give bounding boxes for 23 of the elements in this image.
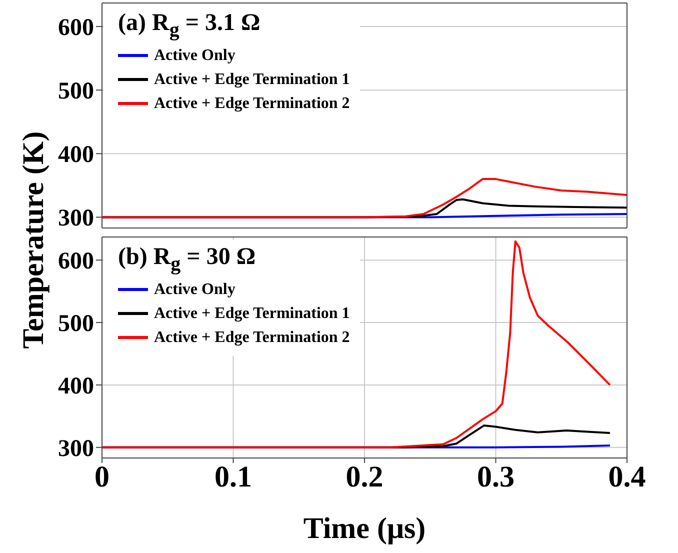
y-axis-title: Temperature (K) (17, 131, 51, 349)
x-tick-label: 0.3 (477, 460, 514, 494)
x-tick-label: 0.2 (346, 460, 384, 494)
x-tick-label: 0.4 (608, 460, 646, 494)
chart-title: (b) R$_{g}$ = 30 Ω (118, 244, 257, 276)
legend-label: Active + Edge Termination 2 (154, 94, 350, 114)
x-tick-label: 0.1 (214, 460, 252, 494)
legend-label: Active + Edge Termination 2 (154, 328, 350, 348)
chart-title: (a) R$_{g}$ = 3.1 Ω (118, 10, 262, 42)
x-tick-label: 0 (94, 460, 110, 494)
legend-label: Active Only (154, 46, 236, 66)
y-tick-label: 300 (58, 436, 94, 462)
legend-label: Active Only (154, 280, 236, 300)
y-tick-label: 500 (58, 78, 94, 105)
legend-label: Active + Edge Termination 1 (154, 70, 350, 90)
y-tick-label: 600 (58, 15, 94, 42)
y-tick-label: 500 (58, 311, 94, 338)
y-tick-label: 400 (58, 373, 94, 400)
legend-label: Active + Edge Termination 1 (154, 304, 350, 324)
y-tick-label: 300 (58, 206, 94, 232)
x-axis-title: Time (μs) (303, 512, 426, 545)
y-tick-label: 600 (58, 248, 94, 275)
y-tick-label: 400 (58, 142, 94, 168)
